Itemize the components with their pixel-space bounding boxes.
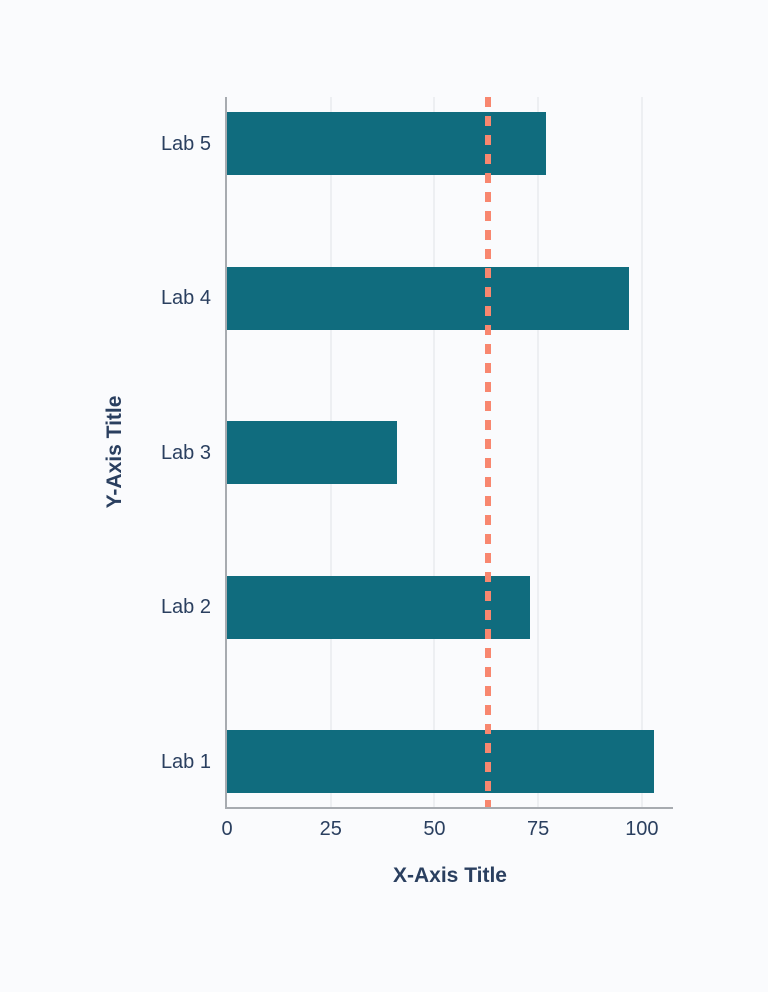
y-tick-label-lab-2: Lab 2 [160,596,211,618]
gridline-x-50 [433,97,436,807]
y-axis-line [225,97,227,809]
x-axis-tick-labels: 0 25 50 75 100 [221,816,673,846]
x-tick-label-50: 50 [423,818,446,840]
x-tick-label-100: 100 [625,818,659,840]
y-tick-label-lab-5: Lab 5 [160,132,211,155]
bar-lab-2 [227,575,530,639]
x-tick-label-75: 75 [527,818,550,840]
y-tick-label-lab-1: Lab 1 [160,750,211,773]
bar-lab-3 [227,421,398,484]
gridline-x-75 [537,97,540,807]
x-tick-label-25: 25 [319,818,342,840]
y-tick-label-lab-3: Lab 3 [160,441,211,464]
bar-lab-1 [227,730,655,793]
bar-lab-5 [227,112,547,175]
gridline-x-100 [640,97,643,807]
x-axis-line [225,807,673,809]
reference-line [485,97,492,807]
y-tick-label-lab-4: Lab 4 [160,287,211,309]
bar-lab-4 [227,266,630,330]
x-axis-title: X-Axis Title [393,864,507,887]
y-axis-tick-labels: Lab 5 Lab 4 Lab 3 Lab 2 Lab 1 [0,97,211,807]
plot-area [227,97,673,807]
x-tick-label-0: 0 [221,818,233,840]
